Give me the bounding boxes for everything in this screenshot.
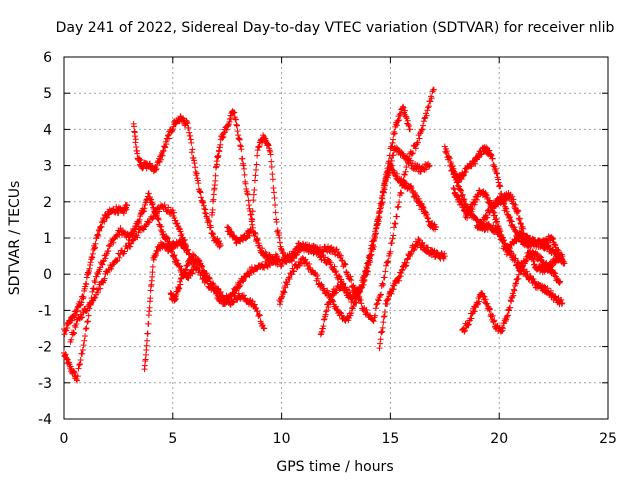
data-points <box>61 86 568 384</box>
y-tick-label: 4 <box>43 122 52 138</box>
series-arc-8 <box>224 86 437 325</box>
data-point-markers <box>167 251 281 306</box>
y-tick-label: -3 <box>38 376 52 392</box>
y-tick-labels: -4 -3 -2 -1 0 1 2 3 4 5 6 <box>38 50 52 428</box>
data-point-markers <box>317 160 440 338</box>
y-tick-label: -2 <box>38 340 52 356</box>
y-tick-label: 6 <box>43 50 52 66</box>
data-point-markers <box>141 238 268 373</box>
chart-title: Day 241 of 2022, Sidereal Day-to-day VTE… <box>56 20 615 36</box>
data-point-markers <box>441 143 566 308</box>
y-tick-label: 0 <box>43 267 52 283</box>
data-point-markers <box>130 113 224 250</box>
y-tick-label: 3 <box>43 159 52 175</box>
series-arc-4 <box>130 113 224 250</box>
x-axis-label: GPS time / hours <box>276 459 393 475</box>
x-tick-label: 10 <box>273 431 291 447</box>
data-point-markers <box>61 201 131 338</box>
series-arc-2 <box>61 201 131 338</box>
y-tick-label: 2 <box>43 195 52 211</box>
series-arc-5 <box>141 238 268 373</box>
data-point-markers <box>474 189 566 276</box>
series-arc-3 <box>67 202 189 345</box>
axis-ticks <box>63 56 609 420</box>
series-arc-11 <box>376 236 448 352</box>
y-tick-label: -4 <box>38 412 52 428</box>
x-tick-label: 20 <box>490 431 508 447</box>
y-tick-label: 5 <box>43 86 52 102</box>
y-tick-label: -1 <box>38 303 52 319</box>
x-tick-label: 25 <box>599 431 617 447</box>
data-point-markers <box>224 86 437 325</box>
x-tick-label: 0 <box>60 431 69 447</box>
data-point-markers <box>67 202 189 345</box>
x-tick-label: 15 <box>381 431 399 447</box>
y-axis-label: SDTVAR / TECUs <box>7 181 23 296</box>
series-arc-10 <box>317 160 440 338</box>
series-arc-12 <box>441 143 566 308</box>
x-tick-labels: 0 5 10 15 20 25 <box>60 431 617 447</box>
x-tick-label: 5 <box>168 431 177 447</box>
data-point-markers <box>376 236 448 352</box>
grid-lines <box>64 57 608 419</box>
series-arc-16 <box>474 189 566 276</box>
series-arc-6 <box>167 251 281 306</box>
y-tick-label: 1 <box>43 231 52 247</box>
